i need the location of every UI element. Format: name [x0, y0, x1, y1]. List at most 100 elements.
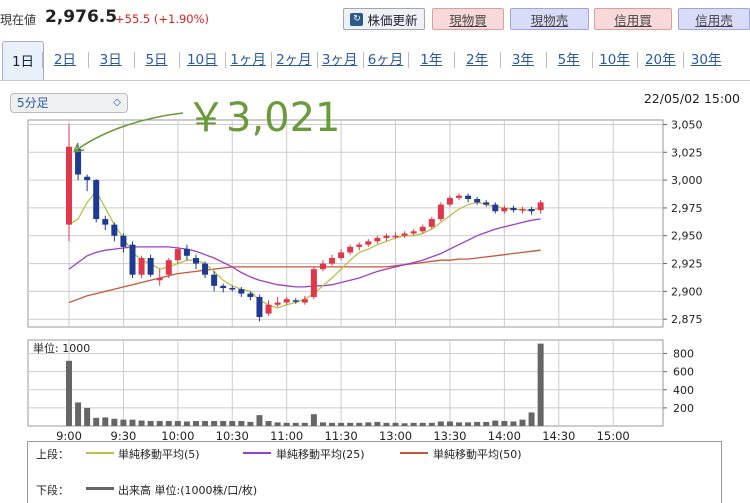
- x-tick-label: 9:30: [111, 429, 137, 443]
- candle-body: [93, 180, 100, 220]
- update-price-button[interactable]: ↻ 株価更新: [343, 8, 425, 30]
- candle-body: [437, 204, 444, 220]
- tab-0[interactable]: 1日: [2, 41, 44, 80]
- tab-1[interactable]: 2日: [53, 52, 76, 68]
- candle-body: [192, 258, 199, 264]
- candle-body: [301, 299, 308, 303]
- legend-volume-label: 出来高 単位:(1000株/口/枚): [118, 484, 258, 497]
- candle-body: [383, 235, 390, 238]
- x-tick-label: 14:30: [542, 429, 575, 443]
- volume-bar: [192, 421, 199, 426]
- volume-y-tick-label: 800: [673, 348, 694, 361]
- volume-bar: [265, 421, 272, 426]
- legend-ma5-swatch: [86, 452, 114, 454]
- tab-8[interactable]: 6ヶ月: [367, 52, 404, 68]
- buy-margin-button[interactable]: 信用買: [594, 8, 672, 30]
- candle-body: [501, 207, 508, 212]
- x-tick-label: 10:00: [161, 429, 194, 443]
- candle-body: [75, 148, 82, 175]
- tab-13[interactable]: 10年: [599, 52, 630, 68]
- volume-bar: [329, 422, 336, 426]
- volume-bar: [84, 407, 91, 426]
- tab-separator: [225, 52, 227, 68]
- price-y-tick-label: 3,050: [671, 118, 703, 131]
- tab-2[interactable]: 3日: [99, 52, 122, 68]
- volume-bar: [347, 422, 354, 426]
- x-tick-label: 14:00: [488, 429, 521, 443]
- volume-bar: [519, 419, 526, 426]
- quote-header: 現在値 2,976.5 +55.5 (+1.90%) ↻ 株価更新 現物買 現物…: [0, 0, 750, 38]
- volume-bar: [229, 421, 236, 426]
- volume-bar: [256, 415, 263, 426]
- legend-ma50-label: 単純移動平均(50): [433, 448, 522, 461]
- candle-body: [102, 219, 109, 225]
- candle-body: [147, 258, 154, 275]
- volume-y-tick-label: 400: [673, 384, 694, 397]
- volume-bar: [156, 421, 163, 426]
- interval-select[interactable]: 5分足 ◇: [10, 93, 128, 113]
- tab-3[interactable]: 5日: [145, 52, 168, 68]
- tab-12[interactable]: 5年: [557, 52, 580, 68]
- tab-separator: [362, 52, 364, 68]
- volume-bar: [465, 422, 472, 426]
- volume-bar: [401, 423, 408, 426]
- volume-bar: [392, 422, 399, 426]
- volume-bar: [419, 422, 426, 426]
- candle-body: [229, 288, 236, 290]
- candle-body: [428, 219, 435, 227]
- price-plot-frame: [27, 119, 664, 328]
- volume-bar: [501, 421, 508, 426]
- tab-11[interactable]: 3年: [511, 52, 534, 68]
- legend-ma50-swatch: [400, 452, 428, 454]
- candle-body: [120, 235, 127, 247]
- x-tick-label: 10:30: [216, 429, 249, 443]
- price-y-tick-label: 2,975: [671, 202, 703, 215]
- tab-9[interactable]: 1年: [420, 52, 443, 68]
- price-y-tick-label: 2,925: [671, 258, 703, 271]
- volume-bar: [492, 420, 499, 426]
- volume-bar: [111, 418, 118, 426]
- volume-bar: [220, 421, 227, 426]
- x-tick-label: 11:30: [325, 429, 358, 443]
- chevron-updown-icon: ◇: [113, 97, 121, 108]
- volume-bar: [537, 343, 544, 426]
- volume-bar: [292, 422, 299, 426]
- tab-15[interactable]: 30年: [690, 52, 722, 68]
- legend-volume-swatch: [86, 487, 114, 490]
- candle-body: [410, 231, 417, 234]
- tab-10[interactable]: 2年: [466, 52, 489, 68]
- tab-separator: [179, 52, 181, 68]
- volume-bar: [283, 422, 290, 426]
- candle-body: [292, 300, 299, 302]
- x-tick-label: 11:00: [270, 429, 303, 443]
- candle-body: [537, 202, 544, 211]
- tab-6[interactable]: 2ヶ月: [276, 52, 312, 68]
- tab-5[interactable]: 1ヶ月: [230, 52, 266, 68]
- x-tick-label: 9:00: [56, 429, 82, 443]
- legend-ma25-label: 単純移動平均(25): [276, 448, 365, 461]
- update-price-label: 株価更新: [367, 12, 418, 28]
- chart-datetime: 22/05/02 15:00: [643, 91, 740, 106]
- candle-body: [256, 296, 263, 317]
- volume-bar: [138, 420, 145, 426]
- volume-bar: [374, 421, 381, 426]
- volume-bar: [319, 422, 326, 426]
- volume-bar: [183, 421, 190, 426]
- tab-4[interactable]: 10日: [186, 52, 218, 68]
- volume-bar: [66, 360, 72, 426]
- candle-body: [401, 233, 408, 236]
- tab-7[interactable]: 3ヶ月: [321, 52, 358, 68]
- current-price: 2,976.5: [45, 7, 118, 27]
- candle-body: [356, 244, 363, 247]
- volume-bar: [474, 421, 481, 426]
- buy-spot-button[interactable]: 現物買: [432, 8, 504, 30]
- volume-plot-frame: [27, 339, 664, 427]
- sell-margin-button[interactable]: 信用売: [678, 8, 750, 30]
- candle-body: [265, 304, 272, 314]
- volume-bar: [202, 421, 209, 426]
- tab-14[interactable]: 20年: [644, 52, 676, 68]
- sell-spot-button[interactable]: 現物売: [510, 8, 589, 30]
- volume-bar: [338, 422, 345, 426]
- candle-body: [347, 246, 354, 253]
- current-price-label: 現在値: [0, 13, 37, 27]
